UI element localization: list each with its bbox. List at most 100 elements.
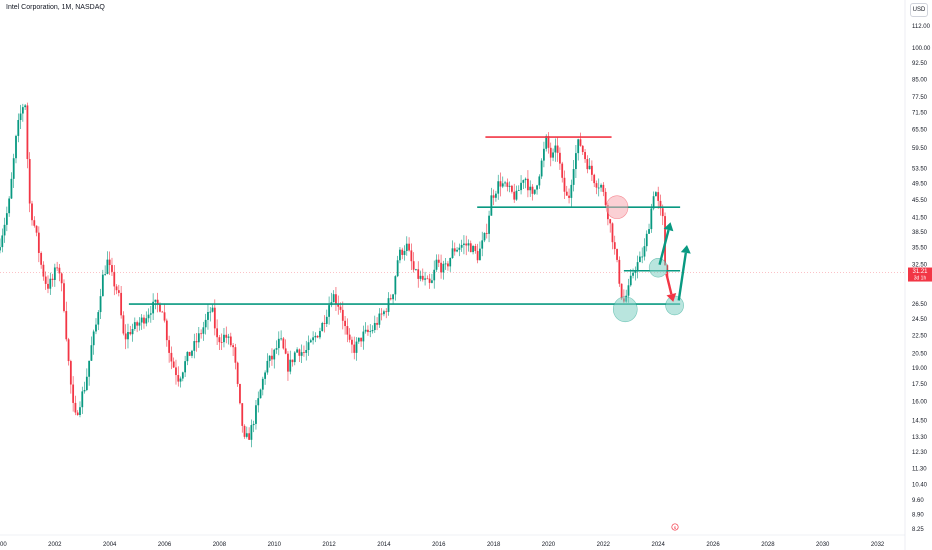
candle-body (506, 182, 509, 187)
candle-body (298, 349, 301, 356)
time-axis[interactable]: 2000 2002 2004 2006 2008 2010 2012 2014 2016 2018… (0, 542, 885, 548)
candle-body (602, 184, 605, 192)
candle-body (88, 360, 91, 377)
arrow-shaft[interactable] (665, 273, 673, 295)
price-tick-label: 14.50 (912, 418, 928, 424)
candle-body (120, 292, 123, 316)
candle-body (362, 331, 365, 342)
price-tick-label: 8.90 (912, 512, 924, 518)
candle-body (81, 391, 84, 408)
candle-body (72, 384, 75, 403)
candle-body (58, 267, 61, 274)
arrow-down-icon[interactable] (666, 292, 677, 302)
candle-body (131, 328, 134, 335)
candle-body (463, 243, 465, 245)
highlight-circle[interactable] (648, 257, 668, 278)
annotations-layer[interactable] (128, 136, 691, 323)
candle-body (264, 372, 267, 379)
candle-body (8, 198, 11, 214)
candle-body (312, 337, 314, 341)
price-tick-label: 49.50 (912, 182, 928, 188)
candle-body (474, 246, 477, 252)
candle-body (177, 375, 180, 382)
candle-body (211, 307, 214, 312)
candle-body (399, 249, 401, 261)
candle-body (92, 331, 95, 346)
candle-body (616, 249, 618, 260)
candle-body (531, 186, 534, 194)
candle-body (426, 278, 429, 280)
candle-body (524, 178, 527, 181)
highlight-circle[interactable] (612, 296, 638, 323)
arrow-shaft[interactable] (658, 229, 670, 266)
candle-body (250, 425, 253, 440)
price-axis[interactable]: 112.00 100.00 92.50 85.00 77.50 71.50 65.50 59.… (912, 24, 931, 533)
candle-body (353, 344, 356, 353)
event-marker[interactable]: $ (671, 523, 679, 531)
candle-body (216, 328, 219, 338)
candles-layer (0, 102, 669, 448)
candle-body (79, 407, 81, 416)
candle-body (325, 316, 328, 324)
candle-body (127, 332, 129, 340)
price-tick-label: 59.50 (912, 146, 928, 152)
candle-body (159, 303, 161, 312)
candle-body (565, 191, 568, 196)
candle-body (191, 350, 193, 356)
candle-body (378, 313, 381, 325)
candle-body (495, 193, 497, 198)
candle-body (533, 189, 536, 194)
arrow-up-icon[interactable] (680, 245, 691, 254)
candle-body (133, 322, 136, 329)
candle-body (408, 243, 410, 251)
time-tick-label: 2020 (542, 542, 556, 548)
candle-body (111, 265, 113, 272)
candle-body (476, 251, 479, 261)
candle-body (26, 105, 29, 160)
candle-body (661, 208, 664, 217)
candle-body (648, 229, 650, 234)
currency-button[interactable]: USD (910, 3, 928, 17)
candle-body (63, 283, 65, 312)
time-tick-label: 2000 (0, 542, 7, 548)
arrow-shaft[interactable] (677, 252, 687, 301)
candle-body (154, 299, 157, 302)
candle-body (202, 327, 205, 334)
highlight-circle[interactable] (665, 295, 684, 316)
candle-body (328, 305, 330, 317)
candle-body (140, 317, 143, 323)
candle-body (613, 242, 616, 250)
candle-body (511, 185, 513, 192)
candle-body (593, 174, 596, 184)
candle-body (483, 232, 486, 241)
highlight-circle[interactable] (605, 195, 629, 220)
candle-body (611, 223, 614, 243)
candle-body (19, 113, 22, 120)
price-tick-label: 20.50 (912, 352, 928, 358)
candle-body (179, 378, 182, 382)
candle-body (341, 309, 344, 321)
candle-body (95, 324, 97, 332)
candle-body (289, 359, 292, 372)
candle-body (419, 275, 422, 279)
arrow-up-icon[interactable] (663, 222, 674, 232)
candle-body (431, 280, 433, 283)
candle-body (300, 352, 303, 356)
time-tick-label: 2010 (268, 542, 282, 548)
candle-body (369, 331, 372, 333)
candle-body (170, 352, 173, 362)
candle-body (207, 312, 209, 320)
candle-body (634, 270, 637, 273)
candle-body (200, 333, 203, 335)
candle-body (17, 119, 20, 136)
candle-body (122, 315, 125, 334)
time-tick-label: 2016 (432, 542, 446, 548)
candle-body (650, 208, 653, 230)
candle-body (412, 261, 415, 270)
candle-body (181, 372, 184, 379)
candle-body (67, 339, 70, 362)
candle-body (659, 200, 662, 209)
symbol-title: Intel Corporation, 1M, NASDAQ (6, 4, 105, 11)
candle-body (485, 232, 488, 234)
